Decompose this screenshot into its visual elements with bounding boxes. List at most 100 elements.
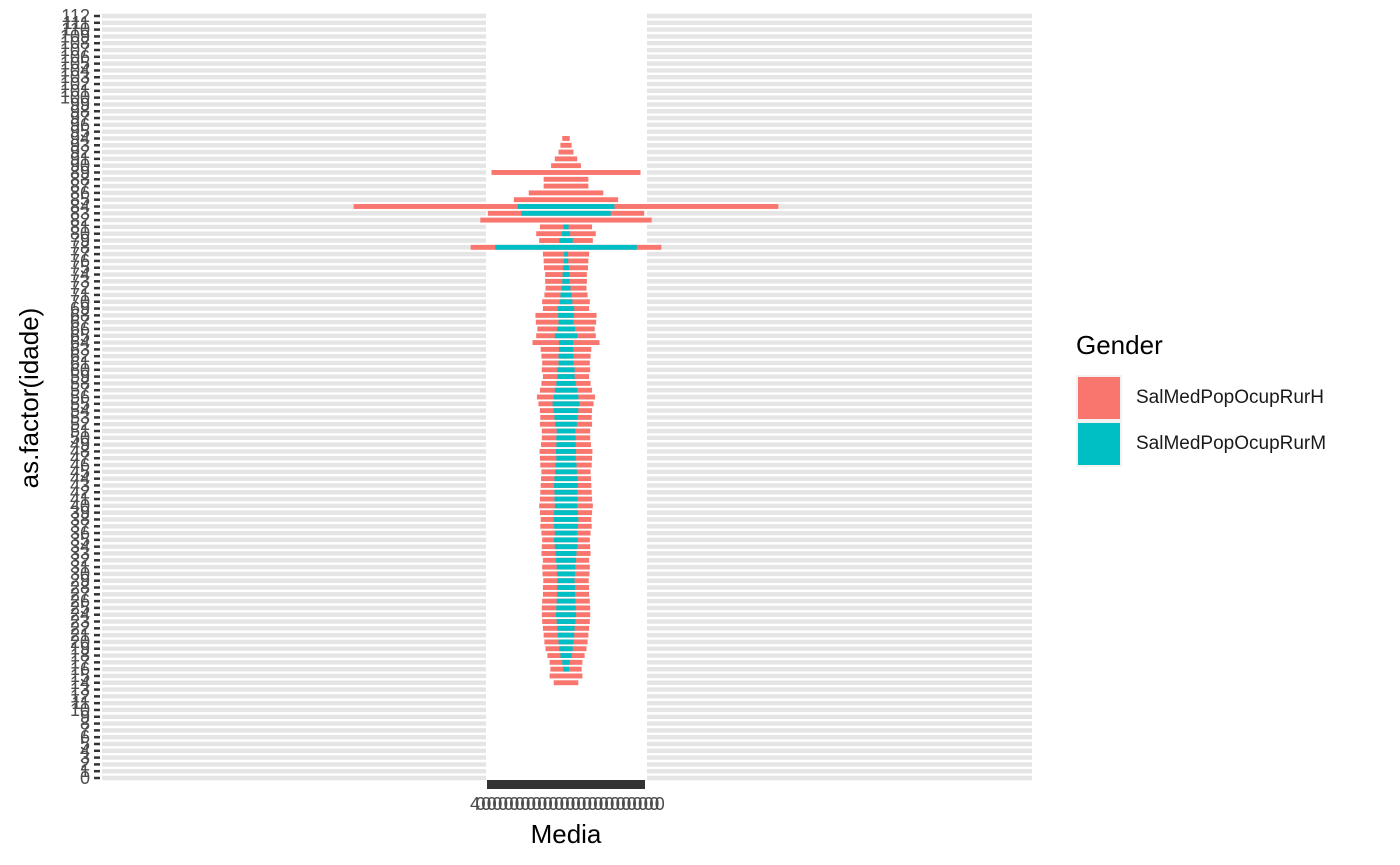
bar-SalMedPopOcupRurH-90 [551, 163, 581, 169]
bar-SalMedPopOcupRurM-40 [554, 503, 578, 509]
x-tick-label-24: 0 [604, 794, 614, 814]
bar-SalMedPopOcupRurM-81 [563, 224, 569, 230]
bar-SalMedPopOcupRurM-44 [554, 476, 578, 482]
legend: Gender SalMedPopOcupRurH SalMedPopOcupRu… [1076, 330, 1326, 467]
legend-key-h [1076, 375, 1122, 421]
y-tick-label-14: 14 [70, 673, 90, 693]
y-tick-label-96: 96 [70, 115, 90, 135]
y-tick-label-16: 16 [70, 659, 90, 679]
bar-SalMedPopOcupRurM-35 [554, 537, 578, 543]
y-tick-label-86: 86 [70, 183, 90, 203]
y-tick-label-15: 15 [70, 666, 90, 686]
y-tick-label-64: 64 [70, 333, 90, 353]
bar-SalMedPopOcupRurM-58 [556, 380, 576, 386]
y-tick-label-81: 81 [70, 217, 90, 237]
bar-SalMedPopOcupRurM-33 [555, 551, 577, 556]
legend-label-m: SalMedPopOcupRurM [1136, 433, 1327, 454]
y-tick-label-72: 72 [70, 278, 90, 298]
y-tick-label-94: 94 [70, 128, 90, 148]
y-tick-label-9: 9 [80, 707, 90, 727]
bar-SalMedPopOcupRurH-14 [553, 680, 579, 686]
bar-SalMedPopOcupRurM-27 [557, 591, 575, 597]
x-tick-label-14: 0 [548, 794, 558, 814]
bar-SalMedPopOcupRurM-48 [555, 448, 577, 454]
y-tick-label-106: 106 [60, 47, 90, 67]
bars-salmedpopocuprurm [495, 204, 637, 672]
y-tick-label-74: 74 [70, 265, 90, 285]
bar-SalMedPopOcupRurH-89 [491, 170, 641, 175]
y-tick-label-33: 33 [70, 543, 90, 563]
x-tick-label-12: 0 [537, 794, 547, 814]
y-tick-label-99: 99 [70, 94, 90, 114]
bar-SalMedPopOcupRurM-57 [554, 387, 578, 393]
y-tick-label-18: 18 [70, 646, 90, 666]
y-tick-label-60: 60 [70, 360, 90, 380]
bar-SalMedPopOcupRurM-23 [556, 619, 576, 624]
x-tick-label-2: 0 [481, 794, 491, 814]
bar-SalMedPopOcupRurM-43 [554, 482, 578, 488]
y-tick-label-20: 20 [70, 632, 90, 652]
y-tick-label-84: 84 [70, 197, 90, 217]
y-tick-label-71: 71 [70, 285, 90, 305]
bar-SalMedPopOcupRurM-63 [558, 346, 574, 352]
x-tick-label-21: 0 [588, 794, 598, 814]
bar-SalMedPopOcupRurM-36 [554, 530, 578, 536]
y-tick-label-6: 6 [80, 727, 90, 747]
bar-SalMedPopOcupRurM-54 [553, 408, 579, 414]
y-tick-label-87: 87 [70, 176, 90, 196]
y-tick-label-5: 5 [80, 734, 90, 754]
y-tick-label-2: 2 [80, 754, 90, 774]
y-tick-label-75: 75 [70, 258, 90, 278]
y-tick-label-46: 46 [70, 455, 90, 475]
bar-SalMedPopOcupRurM-50 [556, 435, 576, 441]
bar-SalMedPopOcupRurM-68 [558, 312, 574, 318]
bar-SalMedPopOcupRurM-30 [557, 571, 575, 577]
y-tick-label-103: 103 [60, 67, 90, 87]
x-tick-label-1: 0 [476, 794, 486, 814]
y-tick-label-101: 101 [60, 81, 90, 101]
bar-SalMedPopOcupRurM-18 [560, 653, 572, 658]
bar-SalMedPopOcupRurM-71 [560, 292, 572, 298]
y-tick-label-44: 44 [70, 469, 90, 489]
y-tick-label-39: 39 [70, 503, 90, 523]
bar-SalMedPopOcupRurM-22 [557, 625, 575, 631]
bar-SalMedPopOcupRurH-15 [549, 673, 583, 679]
y-tick-label-51: 51 [70, 421, 90, 441]
y-tick-label-35: 35 [70, 530, 90, 550]
y-tick-label-97: 97 [70, 108, 90, 128]
x-tick-label-16: 0 [560, 794, 570, 814]
y-tick-label-36: 36 [70, 523, 90, 543]
bar-SalMedPopOcupRurM-70 [559, 299, 573, 305]
bar-SalMedPopOcupRurM-52 [555, 421, 577, 427]
y-tick-label-19: 19 [70, 639, 90, 659]
bar-SalMedPopOcupRurM-29 [557, 578, 575, 584]
bar-SalMedPopOcupRurM-55 [552, 401, 580, 407]
y-tick-label-109: 109 [60, 26, 90, 46]
y-tick-label-37: 37 [70, 516, 90, 536]
bar-SalMedPopOcupRurM-64 [558, 340, 574, 346]
y-tick-label-61: 61 [70, 353, 90, 373]
bar-SalMedPopOcupRurM-56 [553, 394, 579, 400]
legend-item-h: SalMedPopOcupRurH [1076, 375, 1326, 421]
y-tick-label-12: 12 [70, 686, 90, 706]
bar-SalMedPopOcupRurM-37 [554, 523, 578, 529]
y-tick-label-65: 65 [70, 326, 90, 346]
bar-SalMedPopOcupRurM-46 [555, 462, 577, 468]
y-tick-label-31: 31 [70, 557, 90, 577]
y-tick-label-104: 104 [60, 60, 90, 80]
legend-item-m: SalMedPopOcupRurM [1076, 421, 1326, 467]
legend-label-h: SalMedPopOcupRurH [1136, 387, 1324, 408]
y-tick-label-4: 4 [80, 741, 90, 761]
x-tick-label-20: 0 [582, 794, 592, 814]
x-tick-label-9: 0 [520, 794, 530, 814]
y-tick-label-107: 107 [60, 40, 90, 60]
y-tick-label-48: 48 [70, 441, 90, 461]
y-tick-label-67: 67 [70, 312, 90, 332]
bar-SalMedPopOcupRurM-66 [557, 326, 575, 332]
bar-SalMedPopOcupRurM-61 [558, 360, 574, 366]
bar-SalMedPopOcupRurM-73 [562, 278, 570, 284]
x-axis-title: Media [531, 819, 602, 849]
bar-SalMedPopOcupRurM-38 [553, 517, 579, 522]
x-tick-label-27: 0 [621, 794, 631, 814]
